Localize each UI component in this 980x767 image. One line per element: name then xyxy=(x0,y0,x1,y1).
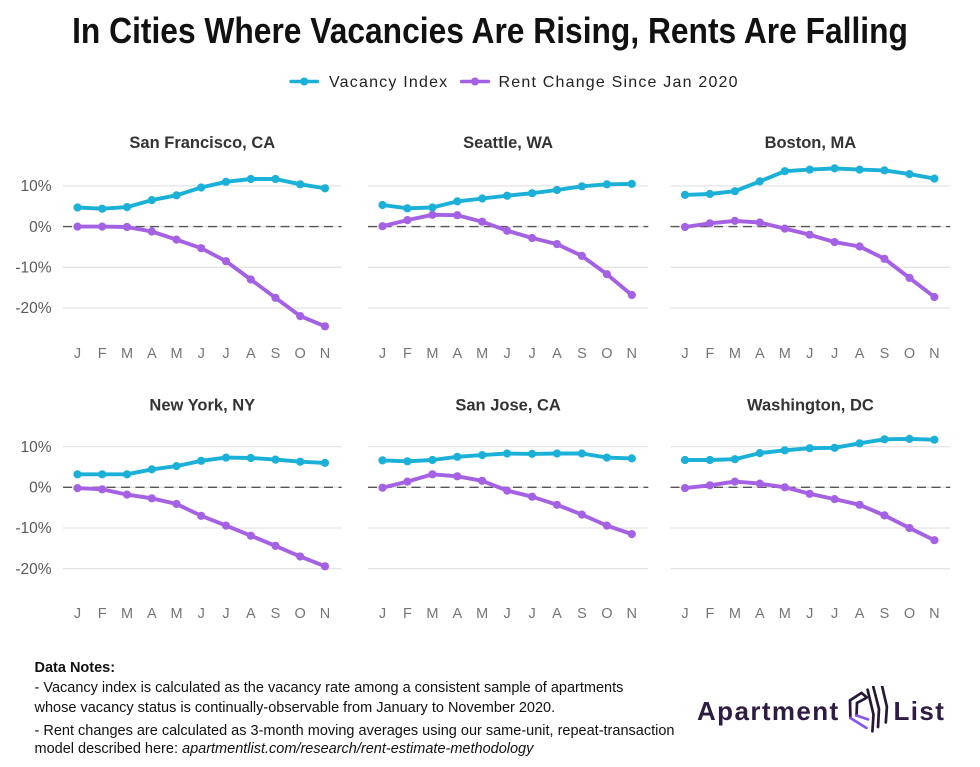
svg-text:J: J xyxy=(503,606,510,622)
svg-text:A: A xyxy=(855,606,865,622)
svg-text:J: J xyxy=(222,346,229,362)
svg-text:0%: 0% xyxy=(29,219,52,236)
svg-text:J: J xyxy=(806,606,813,622)
svg-text:San Jose, CA: San Jose, CA xyxy=(455,396,561,414)
svg-text:O: O xyxy=(904,606,915,622)
svg-text:M: M xyxy=(729,346,741,362)
svg-text:-10%: -10% xyxy=(15,260,51,277)
svg-text:San Francisco, CA: San Francisco, CA xyxy=(129,134,275,152)
svg-text:F: F xyxy=(98,346,107,362)
svg-text:10%: 10% xyxy=(20,439,51,456)
svg-text:S: S xyxy=(271,606,281,622)
svg-text:-20%: -20% xyxy=(15,561,51,578)
svg-text:M: M xyxy=(121,346,133,362)
svg-text:M: M xyxy=(426,346,438,362)
svg-text:O: O xyxy=(601,346,612,362)
svg-text:J: J xyxy=(681,606,688,622)
svg-text:J: J xyxy=(831,606,838,622)
svg-text:F: F xyxy=(403,346,412,362)
svg-text:-20%: -20% xyxy=(15,300,51,317)
svg-text:A: A xyxy=(147,606,157,622)
svg-text:J: J xyxy=(503,346,510,362)
svg-text:S: S xyxy=(880,606,890,622)
svg-text:J: J xyxy=(198,606,205,622)
svg-text:N: N xyxy=(627,346,637,362)
svg-text:A: A xyxy=(246,606,256,622)
svg-text:A: A xyxy=(246,346,256,362)
svg-text:J: J xyxy=(198,346,205,362)
svg-text:N: N xyxy=(627,606,637,622)
svg-text:J: J xyxy=(831,346,838,362)
svg-text:M: M xyxy=(121,606,133,622)
svg-text:M: M xyxy=(170,346,182,362)
svg-text:10%: 10% xyxy=(20,178,51,195)
svg-text:M: M xyxy=(779,606,791,622)
svg-text:J: J xyxy=(222,606,229,622)
svg-text:-10%: -10% xyxy=(15,520,51,537)
svg-text:A: A xyxy=(552,346,562,362)
svg-text:N: N xyxy=(320,346,330,362)
svg-text:N: N xyxy=(320,606,330,622)
svg-text:Boston, MA: Boston, MA xyxy=(765,134,857,152)
svg-text:Washington, DC: Washington, DC xyxy=(747,396,874,414)
svg-text:M: M xyxy=(170,606,182,622)
svg-text:A: A xyxy=(452,346,462,362)
svg-text:0%: 0% xyxy=(29,480,52,497)
svg-text:N: N xyxy=(929,606,939,622)
svg-text:O: O xyxy=(601,606,612,622)
svg-text:Vacancy Index: Vacancy Index xyxy=(329,74,448,91)
svg-text:J: J xyxy=(806,346,813,362)
svg-text:M: M xyxy=(426,606,438,622)
svg-text:F: F xyxy=(705,606,714,622)
svg-text:M: M xyxy=(729,606,741,622)
svg-text:N: N xyxy=(929,346,939,362)
svg-text:M: M xyxy=(476,346,488,362)
svg-text:A: A xyxy=(855,346,865,362)
svg-text:Rent Change Since Jan 2020: Rent Change Since Jan 2020 xyxy=(499,74,739,91)
svg-text:O: O xyxy=(295,606,306,622)
svg-text:O: O xyxy=(295,346,306,362)
svg-text:M: M xyxy=(476,606,488,622)
svg-text:A: A xyxy=(552,606,562,622)
svg-text:F: F xyxy=(403,606,412,622)
svg-text:J: J xyxy=(528,606,535,622)
svg-text:J: J xyxy=(379,606,386,622)
svg-text:F: F xyxy=(705,346,714,362)
svg-text:S: S xyxy=(880,346,890,362)
svg-text:J: J xyxy=(681,346,688,362)
svg-text:A: A xyxy=(755,346,765,362)
svg-text:J: J xyxy=(74,346,81,362)
svg-text:Seattle, WA: Seattle, WA xyxy=(463,134,553,152)
svg-text:S: S xyxy=(271,346,281,362)
svg-text:S: S xyxy=(577,346,587,362)
svg-text:A: A xyxy=(755,606,765,622)
svg-text:M: M xyxy=(779,346,791,362)
svg-text:J: J xyxy=(379,346,386,362)
svg-text:A: A xyxy=(147,346,157,362)
svg-text:F: F xyxy=(98,606,107,622)
svg-text:J: J xyxy=(74,606,81,622)
svg-text:J: J xyxy=(528,346,535,362)
svg-text:S: S xyxy=(577,606,587,622)
svg-text:A: A xyxy=(452,606,462,622)
svg-text:O: O xyxy=(904,346,915,362)
svg-text:New York, NY: New York, NY xyxy=(149,396,255,414)
